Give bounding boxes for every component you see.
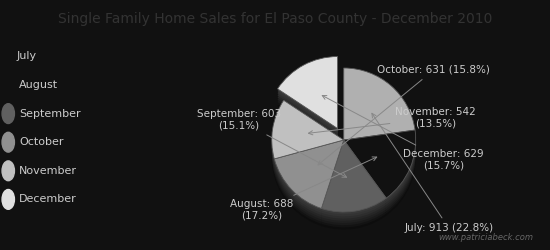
Circle shape xyxy=(2,75,14,95)
Wedge shape xyxy=(344,68,415,140)
Wedge shape xyxy=(272,100,344,159)
Text: August: August xyxy=(19,80,58,90)
Wedge shape xyxy=(272,105,344,163)
Wedge shape xyxy=(274,140,344,208)
Wedge shape xyxy=(272,107,344,166)
Wedge shape xyxy=(278,70,338,142)
Wedge shape xyxy=(272,111,344,170)
Wedge shape xyxy=(321,156,386,228)
Wedge shape xyxy=(344,137,416,205)
Text: September: 603
(15.1%): September: 603 (15.1%) xyxy=(197,109,346,177)
Wedge shape xyxy=(272,116,344,174)
Text: July: July xyxy=(16,52,37,62)
Wedge shape xyxy=(344,79,415,151)
Wedge shape xyxy=(344,134,416,202)
Wedge shape xyxy=(344,148,416,216)
Wedge shape xyxy=(272,114,344,172)
Wedge shape xyxy=(344,74,415,146)
Wedge shape xyxy=(344,72,415,144)
Wedge shape xyxy=(274,158,344,226)
Text: www.patriciabeck.com: www.patriciabeck.com xyxy=(438,234,534,242)
Wedge shape xyxy=(344,86,415,158)
Text: Single Family Home Sales for El Paso County - December 2010: Single Family Home Sales for El Paso Cou… xyxy=(58,12,492,26)
Wedge shape xyxy=(344,130,416,198)
Wedge shape xyxy=(278,68,338,140)
Text: August: 688
(17.2%): August: 688 (17.2%) xyxy=(230,157,377,221)
Wedge shape xyxy=(344,141,416,209)
Wedge shape xyxy=(278,61,338,133)
Wedge shape xyxy=(272,109,344,168)
Text: November: November xyxy=(19,166,77,176)
Wedge shape xyxy=(274,151,344,220)
Wedge shape xyxy=(321,151,386,223)
Wedge shape xyxy=(344,70,415,142)
Wedge shape xyxy=(344,139,416,207)
Wedge shape xyxy=(321,158,386,230)
Wedge shape xyxy=(344,146,416,214)
Wedge shape xyxy=(278,59,338,131)
Wedge shape xyxy=(321,140,386,212)
Wedge shape xyxy=(274,142,344,211)
Wedge shape xyxy=(274,146,344,215)
Wedge shape xyxy=(321,153,386,225)
Wedge shape xyxy=(344,132,416,200)
Circle shape xyxy=(2,161,14,181)
Text: July: 913 (22.8%): July: 913 (22.8%) xyxy=(372,113,493,233)
Wedge shape xyxy=(278,56,338,128)
Text: September: September xyxy=(19,108,81,118)
Wedge shape xyxy=(321,142,386,214)
Wedge shape xyxy=(274,156,344,224)
Wedge shape xyxy=(272,118,344,176)
Text: October: 631 (15.8%): October: 631 (15.8%) xyxy=(318,65,490,165)
Wedge shape xyxy=(321,149,386,221)
Wedge shape xyxy=(274,153,344,222)
Wedge shape xyxy=(274,149,344,217)
Wedge shape xyxy=(344,84,415,156)
Circle shape xyxy=(2,190,14,209)
Wedge shape xyxy=(321,146,386,218)
Wedge shape xyxy=(344,77,415,149)
Text: October: October xyxy=(19,137,64,147)
Text: November: 542
(13.5%): November: 542 (13.5%) xyxy=(309,107,476,135)
Wedge shape xyxy=(344,143,416,211)
Circle shape xyxy=(2,132,14,152)
Wedge shape xyxy=(278,63,338,135)
Wedge shape xyxy=(344,81,415,153)
Wedge shape xyxy=(321,144,386,216)
Text: December: 629
(15.7%): December: 629 (15.7%) xyxy=(322,96,484,171)
Text: December: December xyxy=(19,194,77,204)
Wedge shape xyxy=(278,74,338,146)
Wedge shape xyxy=(272,102,344,161)
Circle shape xyxy=(2,104,14,124)
Wedge shape xyxy=(278,65,338,137)
Wedge shape xyxy=(274,144,344,213)
Wedge shape xyxy=(278,72,338,144)
